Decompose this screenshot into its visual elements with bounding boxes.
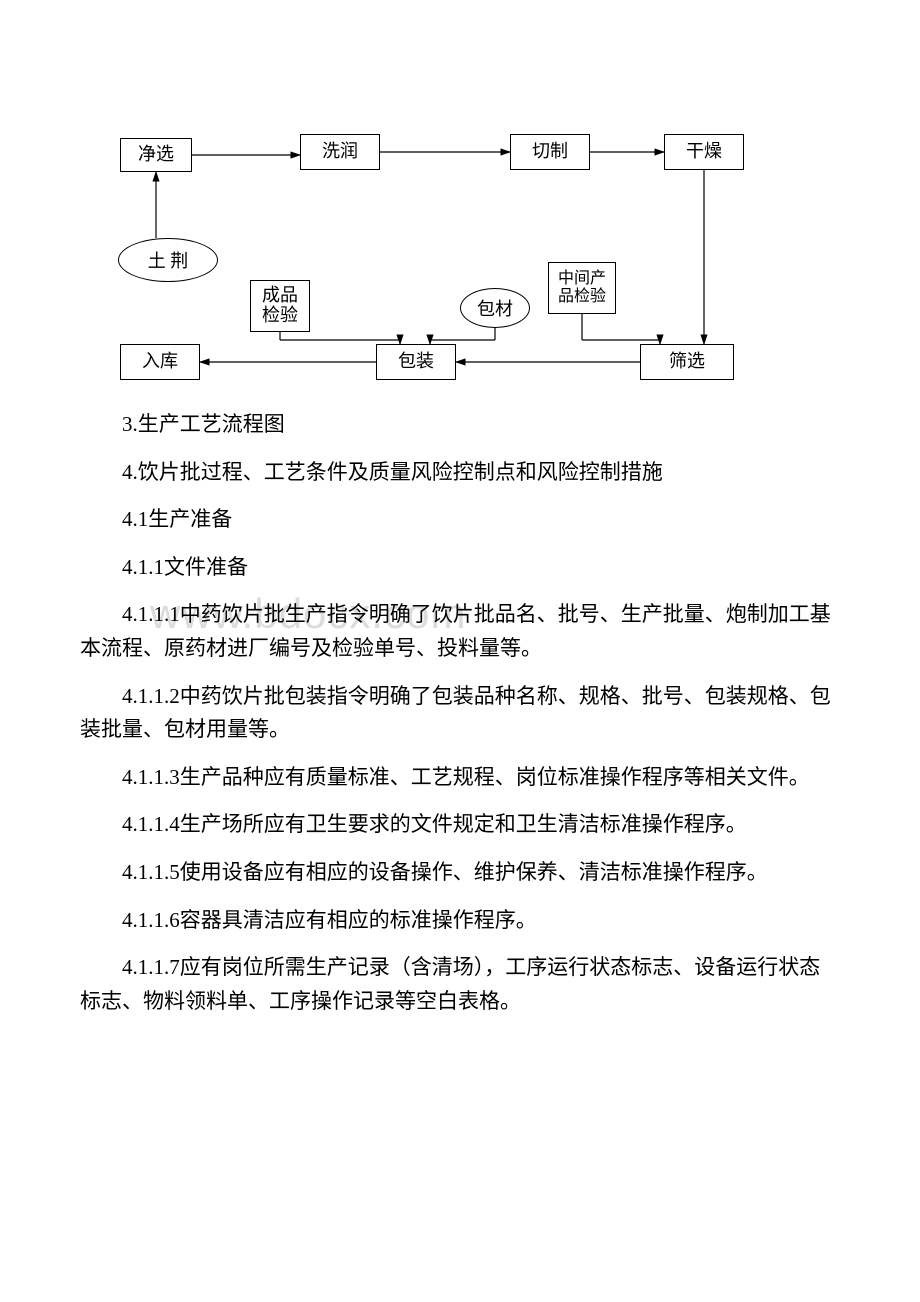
node-zhongjian: 中间产 品检验 (548, 262, 616, 314)
para-4-1-1-7: 4.1.1.7应有岗位所需生产记录（含清场），工序运行状态标志、设备运行状态标志… (80, 951, 840, 1018)
ellipse-tujing: 土 荆 (118, 238, 218, 282)
document-body: 3.生产工艺流程图 4.饮片批过程、工艺条件及质量风险控制点和风险控制措施 4.… (0, 408, 920, 1018)
para-4-1: 4.1生产准备 (80, 503, 840, 537)
para-4: 4.饮片批过程、工艺条件及质量风险控制点和风险控制措施 (80, 456, 840, 490)
node-xirun: 洗润 (300, 134, 380, 170)
para-4-1-1: 4.1.1文件准备 (80, 551, 840, 585)
ellipse-baocai: 包材 (460, 288, 530, 328)
para-4-1-1-1: 4.1.1.1中药饮片批生产指令明确了饮片批品名、批号、生产批量、炮制加工基本流… (80, 598, 840, 665)
node-ganzao: 干燥 (664, 134, 744, 170)
node-ruku: 入库 (120, 344, 200, 380)
para-4-1-1-2: 4.1.1.2中药饮片批包装指令明确了包装品种名称、规格、批号、包装规格、包装批… (80, 680, 840, 747)
para-4-1-1-4: 4.1.1.4生产场所应有卫生要求的文件规定和卫生清洁标准操作程序。 (80, 808, 840, 842)
para-4-1-1-5: 4.1.1.5使用设备应有相应的设备操作、维护保养、清洁标准操作程序。 (80, 856, 840, 890)
node-chengpin: 成品 检验 (250, 280, 310, 332)
node-qiezhi: 切制 (510, 134, 590, 170)
flowchart-diagram: 净选 洗润 切制 干燥 成品 检验 中间产 品检验 筛选 包装 入库 土 荆 包… (0, 0, 920, 400)
node-jingxuan: 净选 (120, 138, 192, 172)
node-shaixuan: 筛选 (640, 344, 734, 380)
diagram-caption: 3.生产工艺流程图 (80, 408, 840, 442)
node-baozhuang: 包装 (376, 344, 456, 380)
para-4-1-1-6: 4.1.1.6容器具清洁应有相应的标准操作程序。 (80, 904, 840, 938)
para-4-1-1-3: 4.1.1.3生产品种应有质量标准、工艺规程、岗位标准操作程序等相关文件。 (80, 761, 840, 795)
flowchart-arrows (0, 0, 920, 400)
